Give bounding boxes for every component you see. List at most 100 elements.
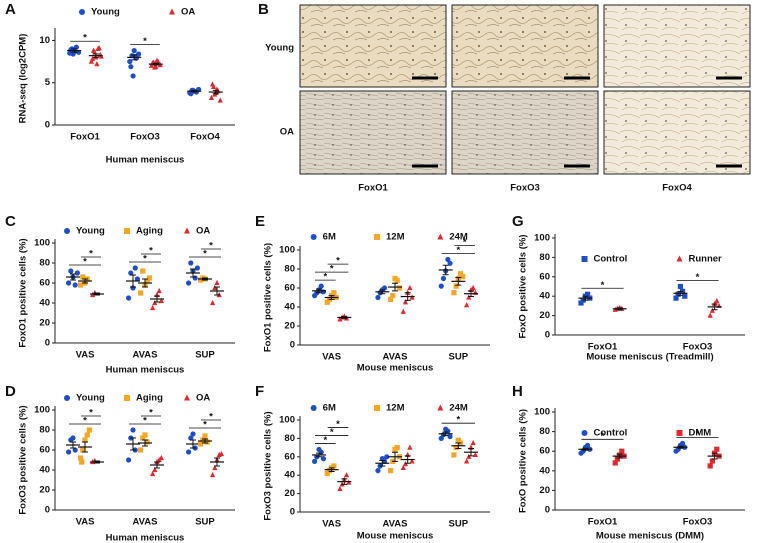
significance-label: * <box>696 272 700 283</box>
y-axis-label: FoxO positive cells (%) <box>518 409 529 513</box>
error-bar <box>202 438 208 444</box>
legend-label: DMM <box>689 428 712 439</box>
legend-label: Young <box>76 393 105 404</box>
y-axis-label: FoxO3 positive cells (%) <box>263 411 274 520</box>
error-bar <box>404 292 411 301</box>
y-tick-label: 60 <box>39 278 50 289</box>
legend-label: Young <box>91 7 120 18</box>
significance-label: * <box>149 408 153 419</box>
legend-label: Aging <box>136 393 163 404</box>
data-point <box>150 470 156 477</box>
data-point <box>84 432 90 438</box>
significance-label: * <box>83 257 87 268</box>
legend-label: OA <box>196 226 210 237</box>
significance-label: * <box>89 408 93 419</box>
column-label: FoxO3 <box>510 183 540 194</box>
x-axis-label: Human meniscus <box>106 365 185 376</box>
data-point <box>464 458 470 464</box>
legend-label: 12M <box>386 232 405 243</box>
y-tick-label: 5 <box>45 77 51 88</box>
legend-label: Aging <box>136 226 163 237</box>
data-point <box>208 94 214 101</box>
x-tick-label: FoxO1 <box>70 132 100 143</box>
data-point <box>82 437 88 443</box>
significance-label: * <box>330 264 334 275</box>
error-bar <box>468 290 474 298</box>
data-point <box>209 81 216 87</box>
data-point <box>312 458 318 464</box>
error-bar <box>214 457 220 467</box>
error-bar <box>392 282 398 292</box>
x-axis-label: Human meniscus <box>106 533 185 543</box>
significance-label: * <box>336 256 340 267</box>
legend-marker <box>437 404 444 411</box>
x-axis-label: Mouse meniscus <box>357 363 434 374</box>
y-tick-label: 80 <box>284 433 295 444</box>
data-point <box>140 435 146 441</box>
x-tick-label: AVAS <box>133 517 158 528</box>
legend-marker <box>581 430 588 436</box>
error-bar <box>71 48 78 53</box>
significance-label: * <box>601 431 605 442</box>
data-point <box>324 299 330 305</box>
y-tick-label: 100 <box>534 407 550 418</box>
data-point <box>194 265 200 271</box>
data-point <box>130 73 136 79</box>
significance-label: * <box>336 419 340 430</box>
data-point <box>451 290 457 296</box>
data-point <box>320 289 326 295</box>
panel-letter: C <box>5 213 16 230</box>
x-tick-label: FoxO1 <box>588 517 618 528</box>
significance-label: * <box>83 416 87 427</box>
y-tick-label: 60 <box>539 271 550 282</box>
data-point <box>445 256 451 263</box>
legend-label: Control <box>594 428 628 439</box>
legend-marker <box>676 255 683 262</box>
y-tick-label: 20 <box>39 485 50 496</box>
dot-plot: H 0 20 40 60 80 100 FoxO positive cells (%) Mous… <box>512 383 745 542</box>
error-bar <box>316 452 322 458</box>
y-axis-label: RNA-seq (log2CPM) <box>18 34 29 124</box>
data-point <box>126 457 132 463</box>
data-point <box>190 431 196 437</box>
data-point <box>144 439 150 445</box>
error-bar <box>130 274 136 288</box>
y-tick-label: 40 <box>284 470 295 481</box>
row-label: OA <box>280 127 294 138</box>
data-point <box>131 48 137 54</box>
legend-label: Young <box>76 226 105 237</box>
error-bar <box>379 459 386 467</box>
column-label: FoxO4 <box>662 183 692 194</box>
panel-letter: F <box>255 383 264 400</box>
data-point <box>460 274 466 280</box>
error-bar <box>190 268 196 278</box>
y-tick-label: 40 <box>39 298 50 309</box>
error-bar <box>92 53 99 58</box>
data-point <box>210 299 216 306</box>
data-point <box>74 270 80 276</box>
data-point <box>585 291 591 297</box>
significance-label: * <box>89 249 93 260</box>
error-bar <box>191 89 198 93</box>
data-point <box>68 268 74 274</box>
error-bar <box>392 451 398 462</box>
data-point <box>472 451 478 458</box>
panel-letter: B <box>258 1 269 18</box>
data-point <box>132 265 138 271</box>
error-bar <box>154 295 160 303</box>
y-tick-label: 100 <box>34 405 50 416</box>
y-tick-label: 0 <box>45 338 50 349</box>
error-bar <box>711 452 718 460</box>
data-point <box>447 433 453 440</box>
data-point <box>188 260 194 266</box>
y-tick-label: 40 <box>539 465 550 476</box>
x-axis-label: Mouse meniscus (Treadmill) <box>586 352 713 363</box>
data-point <box>470 284 476 291</box>
y-tick-label: 0 <box>545 505 550 516</box>
error-bar <box>341 478 348 485</box>
y-axis-label: FoxO3 positive cells (%) <box>18 405 29 514</box>
significance-label: * <box>149 246 153 257</box>
micrograph <box>299 4 447 88</box>
x-tick-label: VAS <box>322 519 341 530</box>
x-tick-label: FoxO4 <box>190 132 220 143</box>
